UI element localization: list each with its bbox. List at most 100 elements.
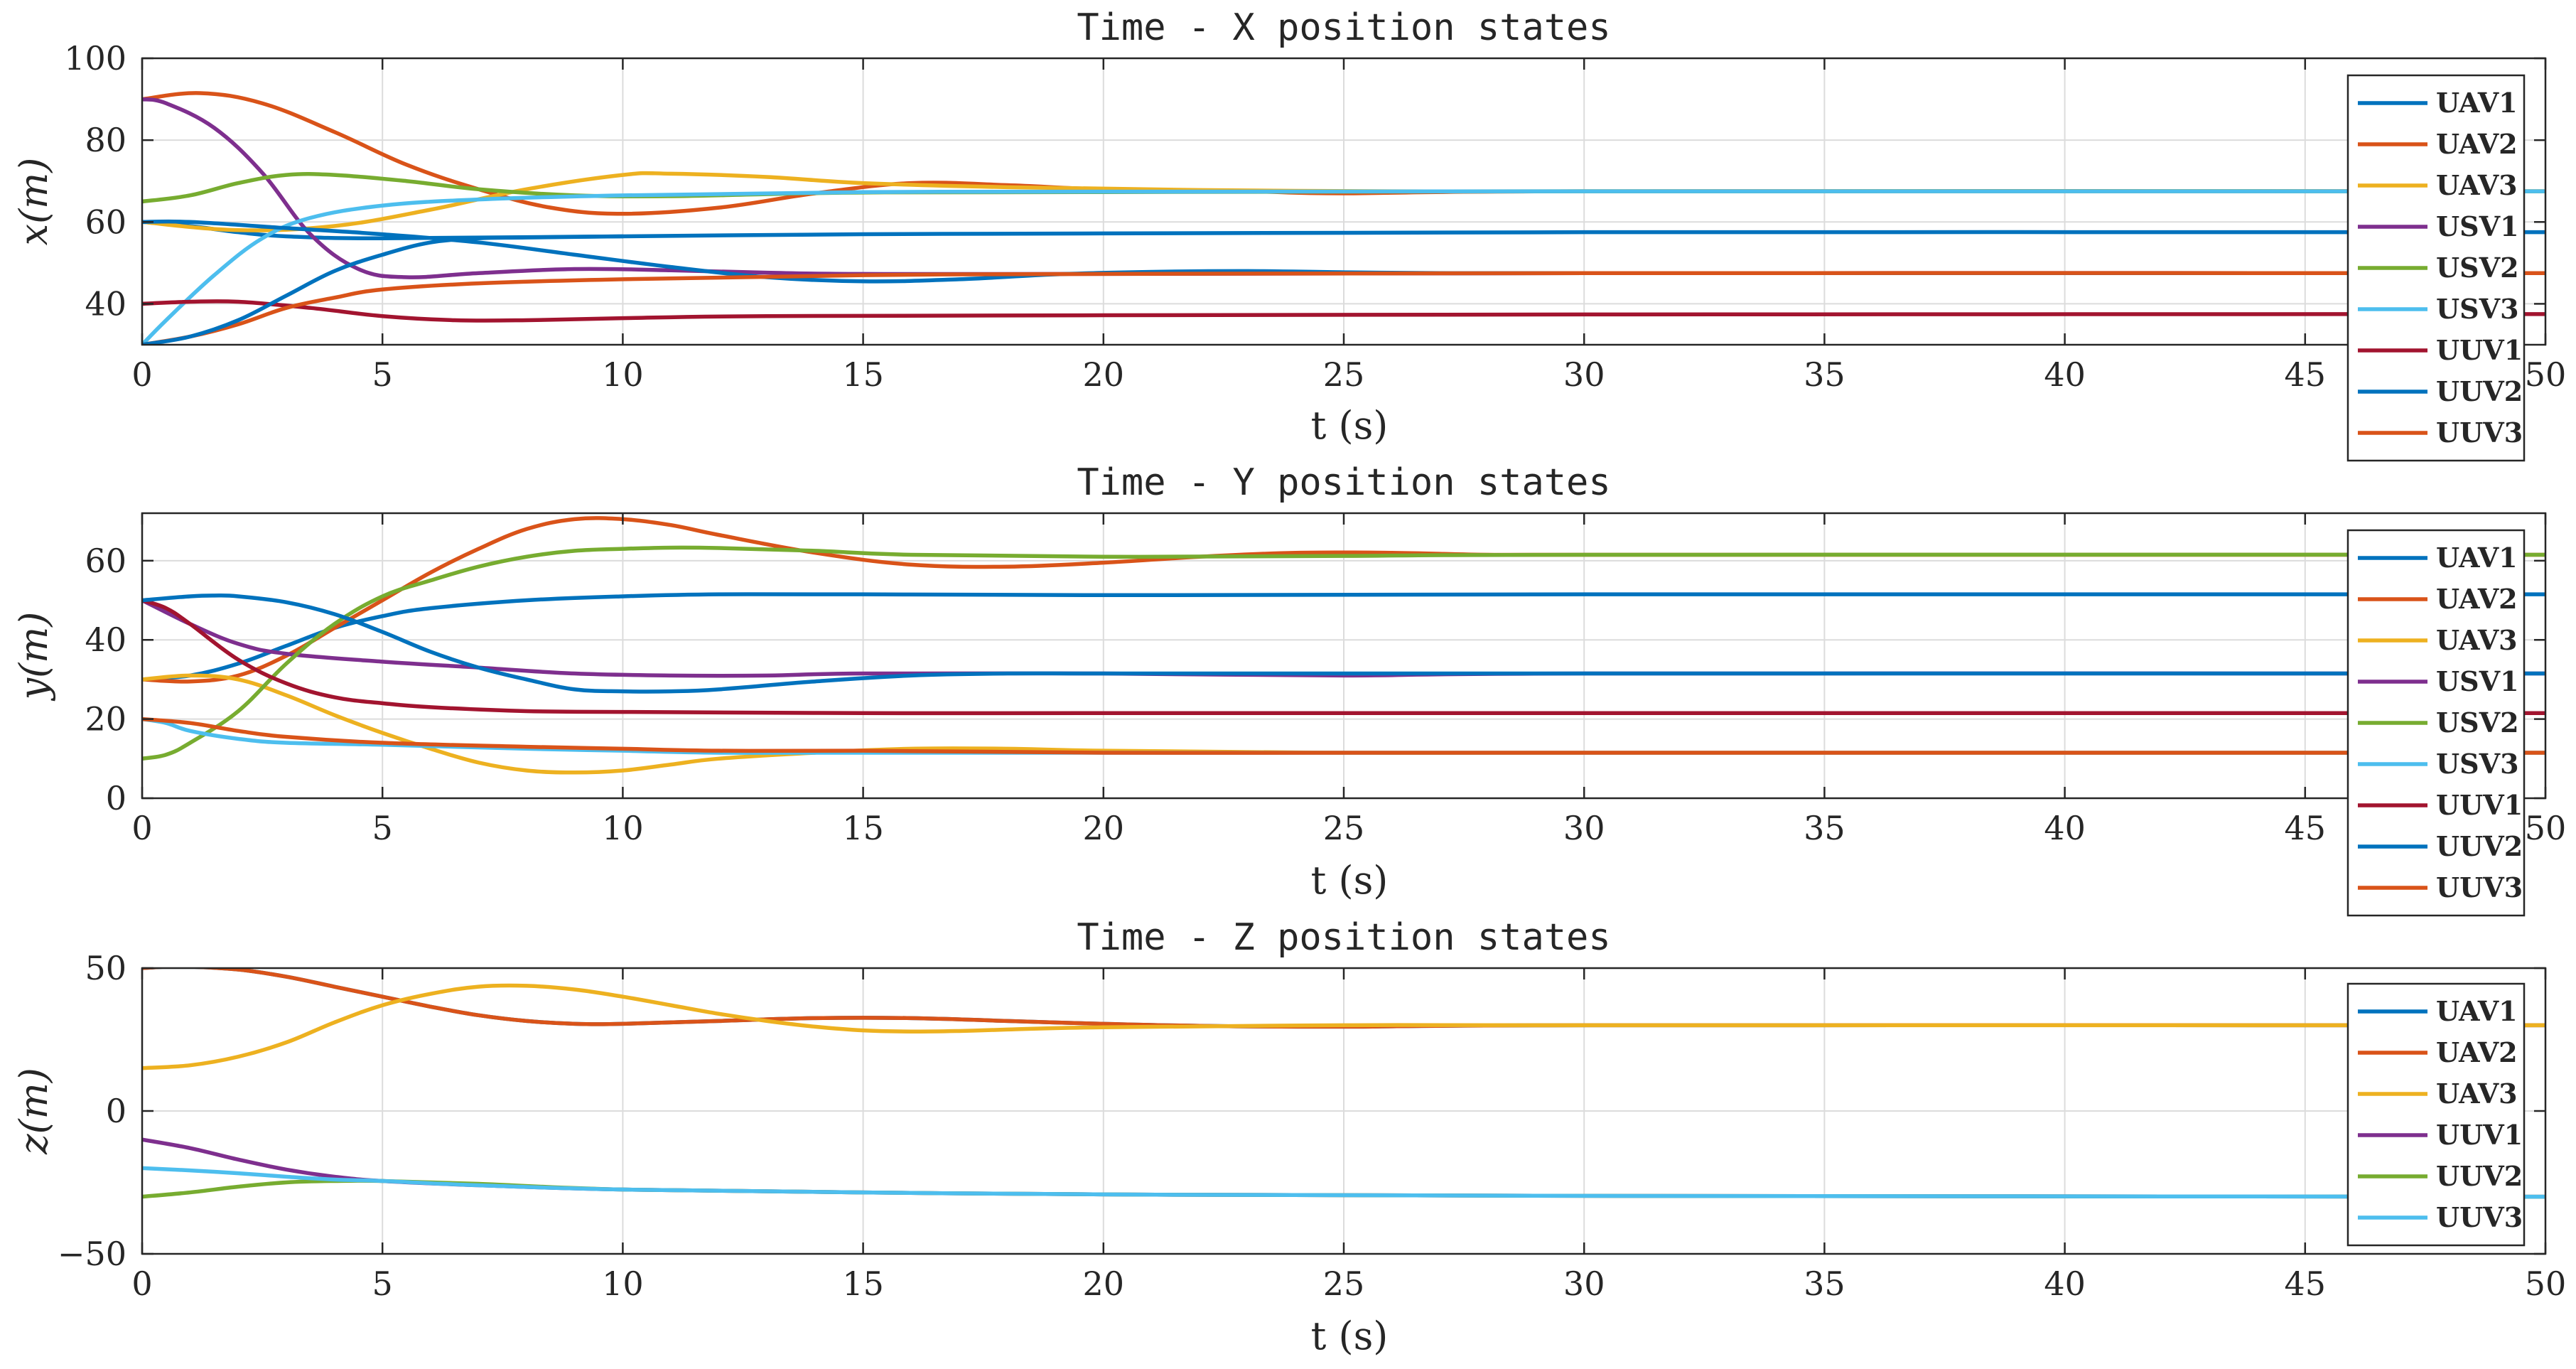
- subplot-1: 0 5 10 15 20 25 30 35 40 45 50 40 60 80 100 Time - X po…: [11, 6, 2567, 462]
- chart-title: Time - Y position states: [1077, 461, 1610, 504]
- x-tick-label: 45: [2285, 809, 2327, 847]
- grid: [142, 968, 2545, 1254]
- legend-item: USV2: [2358, 707, 2519, 739]
- x-tick-label: 30: [1563, 1265, 1605, 1303]
- y-axis-label: x(m): [11, 158, 56, 246]
- series-line-uav1: [142, 592, 2545, 682]
- legend-label: USV3: [2436, 293, 2519, 325]
- y-tick-label: −50: [58, 1235, 126, 1273]
- legend-item: UUV1: [2358, 789, 2523, 821]
- x-tick-label: 40: [2044, 809, 2086, 847]
- series-line-uuv3: [142, 716, 2545, 755]
- legend-label: UUV2: [2436, 1160, 2523, 1192]
- x-tick-label: 15: [842, 355, 884, 394]
- x-tick-label: 5: [372, 1265, 393, 1303]
- legend-item: USV2: [2358, 252, 2519, 284]
- legend-label: USV2: [2436, 707, 2519, 739]
- legend-item: UUV3: [2358, 871, 2523, 903]
- x-tick-label: 50: [2525, 355, 2567, 394]
- x-tick-label: 0: [131, 355, 152, 394]
- legend-label: UUV3: [2436, 871, 2523, 903]
- legend-label: UAV3: [2436, 169, 2518, 201]
- series-line-uuv1: [142, 299, 2545, 323]
- y-tick-label: 20: [85, 700, 126, 739]
- legend-item: UAV3: [2358, 169, 2518, 201]
- x-tick-label: 40: [2044, 1265, 2086, 1303]
- legend-item: USV1: [2358, 210, 2519, 242]
- legend: UAV1 UAV2 UAV3 USV1 USV2 USV3 UUV1 UUV2 UUV3: [2346, 74, 2526, 462]
- legend-item: UAV1: [2358, 995, 2518, 1027]
- legend-label: UUV2: [2436, 830, 2523, 862]
- legend-label: USV3: [2436, 748, 2519, 780]
- x-tick-label: 10: [602, 355, 644, 394]
- legend-label: UAV2: [2436, 583, 2518, 615]
- x-tick-label: 35: [1804, 1265, 1845, 1303]
- x-tick-label: 0: [131, 809, 152, 847]
- legend-box: [2346, 982, 2526, 1247]
- subplot-2: 0 5 10 15 20 25 30 35 40 45 50 0 20 40 60 Time - Y posi…: [11, 461, 2567, 917]
- series-line-uuv1: [142, 598, 2545, 716]
- series-group: [142, 91, 2545, 345]
- grid: [142, 58, 2545, 345]
- x-tick-label: 45: [2285, 355, 2327, 394]
- legend-item: UAV3: [2358, 1078, 2518, 1110]
- legend-label: USV1: [2436, 665, 2519, 697]
- legend-label: UAV3: [2436, 624, 2518, 656]
- legend-label: USV2: [2436, 252, 2519, 284]
- legend-item: UAV2: [2358, 1036, 2518, 1068]
- legend-label: UUV1: [2436, 789, 2523, 821]
- x-tick-label: 45: [2285, 1265, 2327, 1303]
- x-tick-label: 50: [2525, 809, 2567, 847]
- legend-item: USV3: [2358, 293, 2519, 325]
- legend: UAV1 UAV2 UAV3 UUV1 UUV2 UUV3: [2346, 982, 2526, 1247]
- y-tick-label: 60: [85, 203, 126, 241]
- y-tick-label: 60: [85, 542, 126, 580]
- legend-item: UUV2: [2358, 375, 2523, 407]
- x-tick-label: 25: [1323, 1265, 1365, 1303]
- legend-item: UAV3: [2358, 624, 2518, 656]
- series-line-usv2: [142, 545, 2545, 761]
- legend-item: UAV1: [2358, 87, 2518, 119]
- y-tick-label: 80: [85, 121, 126, 159]
- legend-item: USV1: [2358, 665, 2519, 697]
- x-tick-label: 20: [1083, 355, 1125, 394]
- legend-item: UUV1: [2358, 334, 2523, 366]
- grid: [142, 513, 2545, 798]
- legend: UAV1 UAV2 UAV3 USV1 USV2 USV3 UUV1 UUV2 UUV3: [2346, 529, 2526, 917]
- y-axis-label: z(m): [11, 1068, 56, 1155]
- y-tick-label: 50: [85, 949, 126, 987]
- legend-item: UUV2: [2358, 1160, 2523, 1192]
- legend-label: UUV1: [2436, 334, 2523, 366]
- chart-title: Time - X position states: [1077, 6, 1610, 49]
- x-tick-label: 20: [1083, 809, 1125, 847]
- x-tick-label: 35: [1804, 809, 1845, 847]
- y-tick-label: 0: [106, 779, 126, 817]
- x-tick-label: 40: [2044, 355, 2086, 394]
- x-axis-label: t (s): [1311, 1314, 1389, 1358]
- legend-label: UAV3: [2436, 1078, 2518, 1110]
- y-tick-label: 40: [85, 284, 126, 323]
- legend-label: UUV2: [2436, 375, 2523, 407]
- series-group: [142, 968, 2545, 1199]
- legend-item: USV3: [2358, 748, 2519, 780]
- x-tick-label: 35: [1804, 355, 1845, 394]
- y-tick-label: 40: [85, 621, 126, 659]
- x-tick-label: 10: [602, 809, 644, 847]
- x-tick-label: 5: [372, 355, 393, 394]
- legend-label: UUV3: [2436, 1201, 2523, 1233]
- legend-item: UUV1: [2358, 1119, 2523, 1151]
- x-tick-label: 15: [842, 809, 884, 847]
- legend-label: UAV1: [2436, 995, 2518, 1027]
- series-line-uav3: [142, 983, 2545, 1070]
- x-axis-label: t (s): [1311, 403, 1389, 448]
- legend-label: USV1: [2436, 210, 2519, 242]
- legend-label: UAV1: [2436, 87, 2518, 119]
- x-tick-label: 30: [1563, 355, 1605, 394]
- series-line-uuv3: [142, 271, 2545, 345]
- series-line-usv3: [142, 189, 2545, 345]
- x-tick-label: 0: [131, 1265, 152, 1303]
- series-line-uuv2-rise: [142, 234, 625, 345]
- x-tick-label: 15: [842, 1265, 884, 1303]
